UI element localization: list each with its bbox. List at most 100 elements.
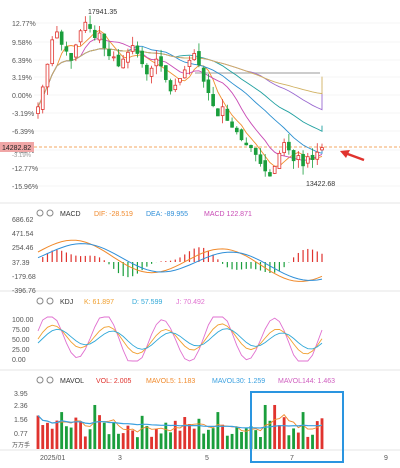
volume-bar (70, 428, 73, 449)
price-y-label: -3.19% (12, 111, 34, 118)
candle-body (117, 55, 120, 66)
macd-bar (222, 262, 223, 264)
x-axis: 2025/01 3 5 7 9 (40, 455, 388, 462)
candle-body (254, 148, 257, 154)
macd-y-label: 37.39 (12, 260, 30, 267)
candle-body (79, 31, 82, 42)
candle-body (306, 157, 309, 163)
settings-icon[interactable] (37, 210, 43, 216)
volume-bar (269, 421, 272, 449)
candle-body (212, 94, 215, 105)
vol-label: VOL: 2.005 (96, 378, 132, 385)
volume-bar (292, 428, 295, 449)
vol-y-label: 0.77 (14, 431, 28, 438)
macd-bar (113, 262, 114, 269)
price-y-label: 12.77% (12, 21, 36, 28)
macd-bar (312, 250, 313, 262)
candle-body (122, 59, 125, 68)
volume-bar (37, 416, 40, 449)
candle-body (183, 70, 186, 78)
price-y-label: 0.00% (12, 93, 32, 100)
eye-icon[interactable] (47, 298, 53, 304)
macd-bar (194, 249, 195, 262)
volume-bar (51, 429, 54, 449)
macd-bar (217, 259, 218, 262)
mavol144-label: MAVOL144: 1.463 (278, 378, 335, 385)
candlesticks (37, 16, 324, 177)
candle-body (160, 57, 163, 66)
macd-bar (179, 257, 180, 262)
current-price-label: 14282.82 (2, 145, 31, 152)
candle-body (89, 25, 92, 29)
vol-unit-label: 万万手 (12, 441, 30, 449)
candle-body (235, 128, 238, 132)
candle-body (240, 130, 243, 140)
macd-bar (42, 257, 43, 262)
x-tick-label: 3 (118, 455, 122, 462)
ma-line (38, 49, 322, 132)
mavol5-label: MAVOL5: 1.183 (146, 378, 195, 385)
volume-bar (302, 412, 305, 449)
candle-body (259, 155, 262, 164)
macd-legend: MACD DIF: -28.519 DEA: -89.955 MACD 122.… (37, 210, 252, 218)
settings-icon[interactable] (37, 377, 43, 383)
macd-bar (189, 251, 190, 262)
macd-y-label: -179.68 (12, 274, 36, 281)
macd-bar (52, 251, 53, 262)
price-y-label: 6.39% (12, 58, 32, 65)
candle-body (103, 34, 106, 48)
candle-body (250, 145, 253, 147)
price-y-label: -6.39% (12, 129, 34, 136)
volume-bar (117, 434, 120, 449)
candle-body (164, 66, 167, 80)
candle-body (292, 150, 295, 160)
volume-bar (84, 436, 87, 449)
volume-bar (155, 429, 158, 449)
macd-bar (250, 262, 251, 269)
candle-body (193, 53, 196, 59)
candle-body (216, 109, 219, 116)
kdj-k-label: K: 61.897 (84, 299, 114, 306)
macd-bar (170, 261, 171, 262)
volume-bar (287, 435, 290, 449)
candle-body (141, 51, 144, 64)
candle-body (264, 161, 267, 171)
kdj-d-line (38, 329, 322, 350)
macd-bar (302, 250, 303, 262)
volume-bar (89, 429, 92, 449)
volume-bar (141, 416, 144, 449)
volume-bar (164, 423, 167, 449)
macd-bar (203, 248, 204, 262)
volume-bar (131, 430, 134, 449)
macd-bar (160, 261, 161, 262)
candle-body (65, 47, 68, 51)
macd-bar (317, 251, 318, 262)
volume-bar (65, 426, 68, 449)
candle-body (245, 143, 248, 145)
eye-icon[interactable] (47, 377, 53, 383)
kdj-j-label: J: 70.492 (176, 299, 205, 306)
candle-body (179, 78, 182, 82)
volume-bar (216, 412, 219, 449)
mavol30-label: MAVOL30: 1.259 (212, 378, 265, 385)
macd-y-label: 471.54 (12, 231, 34, 238)
candle-body (56, 32, 59, 38)
candle-body (221, 107, 224, 116)
volume-bar (79, 421, 82, 449)
candle-body (311, 155, 314, 159)
eye-icon[interactable] (47, 210, 53, 216)
volume-bar (150, 437, 153, 449)
macd-bar (56, 250, 57, 262)
volume-bar (254, 430, 257, 449)
macd-bar (241, 262, 242, 269)
volume-bar (240, 432, 243, 449)
kdj-y-label: 75.00 (12, 327, 30, 334)
macd-bar (293, 257, 294, 262)
volume-bar (41, 425, 44, 449)
price-y-axis: 12.77% 9.58% 6.39% 3.19% 0.00% -3.19% -6… (12, 21, 38, 191)
ma-line (38, 39, 322, 161)
settings-icon[interactable] (37, 298, 43, 304)
candle-body (302, 154, 305, 165)
macd-bar (175, 260, 176, 262)
macd-bar (61, 251, 62, 262)
